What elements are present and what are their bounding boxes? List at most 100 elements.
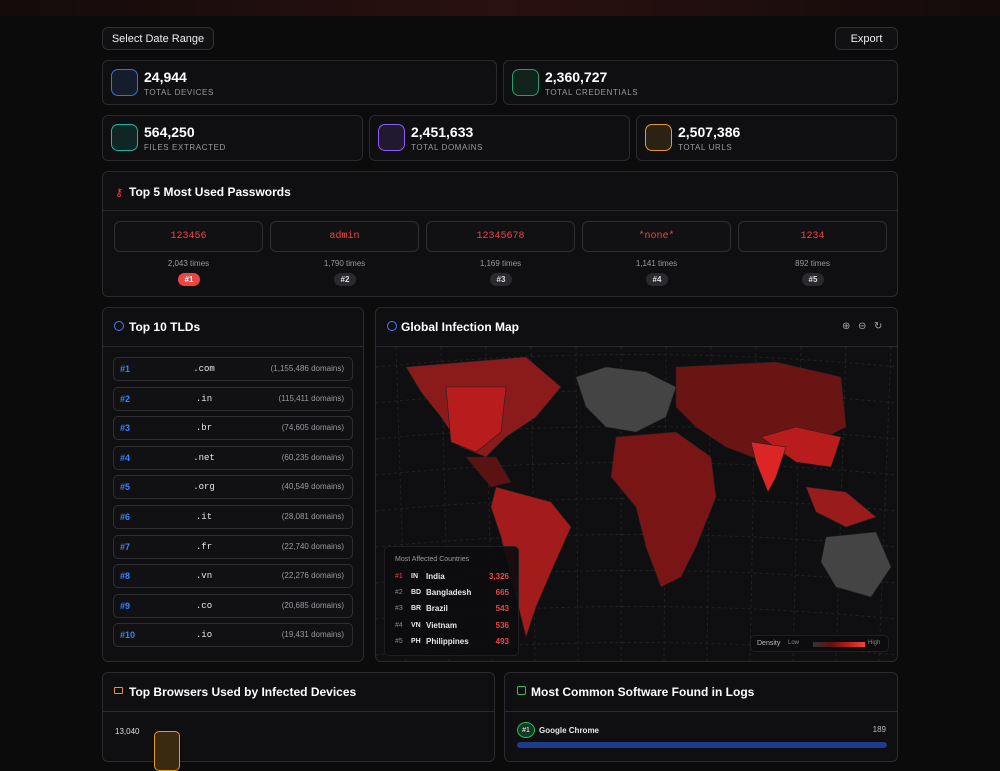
map-shape <box>760 426 842 468</box>
tld-rank: #2 <box>120 393 131 404</box>
stat-icon <box>645 124 672 151</box>
date-range-button[interactable]: Select Date Range <box>102 27 214 50</box>
map-shape <box>376 606 897 620</box>
stat-card: 2,451,633 TOTAL DOMAINS <box>369 115 630 161</box>
password-card: admin <box>270 221 419 252</box>
stat-icon <box>378 124 405 151</box>
password-count: 1,169 times <box>479 259 522 268</box>
country-name: Vietnam <box>426 620 457 630</box>
stat-label: TOTAL DEVICES <box>144 88 214 97</box>
tld-count: (1,155,486 domains) <box>270 364 344 373</box>
density-scale <box>813 642 865 647</box>
tld-rank: #4 <box>120 452 131 463</box>
export-button[interactable]: Export <box>835 27 898 50</box>
tld-rank: #9 <box>120 600 131 611</box>
country-code: PH <box>411 637 421 645</box>
country-rank: #3 <box>395 605 403 613</box>
divider <box>376 346 897 347</box>
panel-title: Most Common Software Found in Logs <box>531 685 755 699</box>
divider <box>103 210 897 211</box>
density-label: Density <box>757 640 781 647</box>
tld-name: .io <box>195 630 213 641</box>
map-shape <box>750 441 787 493</box>
country-rank: #2 <box>395 589 403 597</box>
stat-value: 2,451,633 <box>411 124 474 140</box>
map-shape <box>485 347 493 661</box>
map-shape <box>575 366 677 433</box>
tld-rank: #7 <box>120 541 131 552</box>
tld-row: #6 .it (28,081 domains) <box>113 505 353 529</box>
country-rank: #5 <box>395 637 403 645</box>
tld-rank: #10 <box>120 630 136 641</box>
tld-name: .com <box>193 364 215 374</box>
password-card: 12345678 <box>426 221 575 252</box>
country-code: VN <box>411 621 421 629</box>
stat-card: 2,507,386 TOTAL URLS <box>636 115 897 161</box>
tld-rank: #6 <box>120 512 131 522</box>
map-shape <box>490 486 572 639</box>
tld-count: (28,081 domains) <box>281 512 344 521</box>
panel-title: Top 5 Most Used Passwords <box>129 185 291 199</box>
country-name: India <box>426 572 445 581</box>
tld-count: (20,685 domains) <box>281 600 344 610</box>
stat-label: FILES EXTRACTED <box>144 143 226 152</box>
tld-rank: #3 <box>120 423 131 434</box>
map-control[interactable]: ⊕ <box>842 321 851 332</box>
panel-title: Top Browsers Used by Infected Devices <box>129 685 357 699</box>
divider <box>103 711 494 712</box>
tld-count: (19,431 domains) <box>281 630 344 640</box>
divider <box>103 346 363 347</box>
rank-badge: #2 <box>334 273 356 286</box>
password-card: 123456 <box>114 221 263 252</box>
country-count: 536 <box>495 620 509 630</box>
tld-name: .co <box>195 600 213 611</box>
country-code: BR <box>411 605 422 613</box>
tld-name: .in <box>195 393 213 404</box>
stat-value: 564,250 <box>144 124 195 140</box>
stat-value: 2,360,727 <box>545 69 608 85</box>
tld-panel: Top 10 TLDs #1 .com (1,155,486 domains) #2 .i… <box>102 307 364 662</box>
tld-row: #8 .vn (22,276 domains) <box>113 564 353 589</box>
stat-label: TOTAL CREDENTIALS <box>545 88 639 97</box>
stat-value: 24,944 <box>144 69 187 85</box>
map-control[interactable]: ↻ <box>874 321 883 332</box>
panel-title: Top 10 TLDs <box>129 320 201 334</box>
map-shape <box>820 531 892 598</box>
country-rank: #1 <box>395 573 403 580</box>
rank-badge: #4 <box>646 273 668 286</box>
tld-rank: #1 <box>120 364 131 374</box>
map-legend: Most Affected Countries #1 IN India 3,326 #2 B… <box>384 546 519 656</box>
software-count: 189 <box>872 725 886 734</box>
stat-card: 564,250 FILES EXTRACTED <box>102 115 363 161</box>
software-panel: Most Common Software Found in Logs #1 Goog… <box>504 672 898 762</box>
map-panel: Global Infection Map ⊕ ⊖ ↻ Most Affected Cou… <box>375 307 898 662</box>
map-shape <box>376 570 897 584</box>
map-shape <box>376 534 897 548</box>
tld-row: #3 .br (74,605 domains) <box>113 416 353 441</box>
browsers-panel: Top Browsers Used by Infected Devices 13,… <box>102 672 495 771</box>
bar-top <box>154 731 180 771</box>
stat-card: 2,360,727 TOTAL CREDENTIALS <box>503 60 898 105</box>
country-count: 3,326 <box>488 572 509 581</box>
tld-count: (60,235 domains) <box>281 452 344 462</box>
country-count: 665 <box>495 588 509 598</box>
password-card: *none* <box>582 221 731 252</box>
top-band <box>0 0 1000 16</box>
map-control[interactable]: ⊖ <box>858 321 867 332</box>
map-shape <box>445 386 507 453</box>
software-name: Google Chrome <box>539 726 600 735</box>
tld-name: .br <box>195 423 213 434</box>
stat-icon <box>512 69 539 96</box>
tld-row: #10 .io (19,431 domains) <box>113 623 353 648</box>
rank-badge: #5 <box>802 273 824 286</box>
panel-icon <box>114 321 124 331</box>
tld-count: (22,740 domains) <box>281 541 344 551</box>
density-high: High <box>868 640 881 646</box>
map-shape <box>440 347 450 661</box>
stat-icon <box>111 69 138 96</box>
country-code: IN <box>411 573 418 580</box>
map-shape <box>878 347 892 661</box>
software-bar <box>517 742 887 748</box>
tld-row: #4 .net (60,235 domains) <box>113 445 353 470</box>
